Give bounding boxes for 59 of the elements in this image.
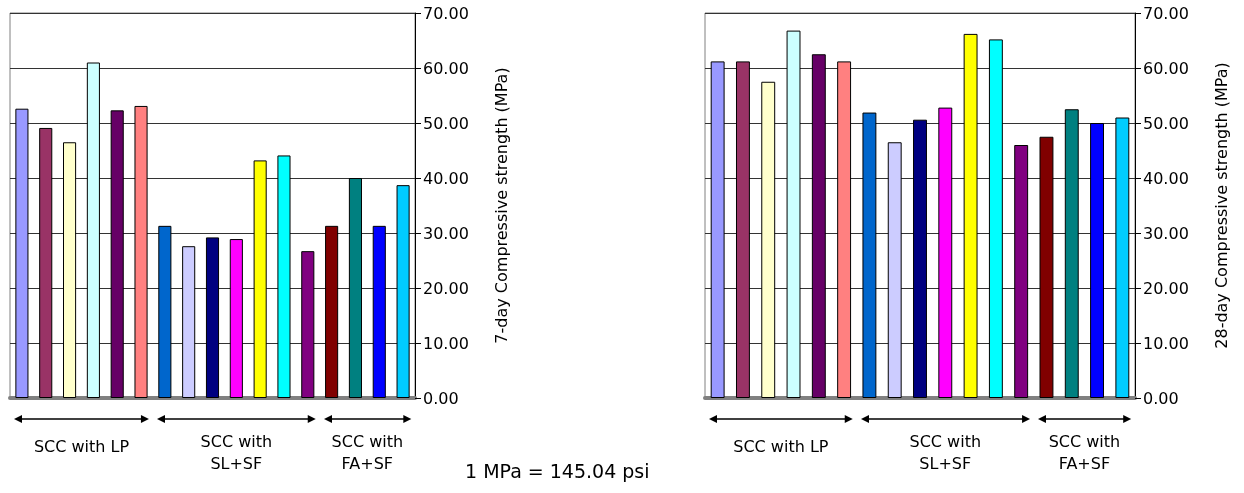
- bar: [1064, 109, 1079, 398]
- bar: [63, 142, 77, 398]
- bar: [887, 142, 902, 398]
- text: 1 MPa = 145.04 psi: [465, 460, 650, 482]
- bar: [1039, 136, 1054, 398]
- text: SCC with LP: [32, 436, 131, 458]
- bar: [1014, 145, 1029, 398]
- bar: [963, 33, 978, 398]
- text: SCC with SL+SF: [908, 431, 983, 475]
- y-axis-title: 28-day Compressive strength (MPa): [1211, 62, 1231, 349]
- bar: [710, 61, 725, 398]
- bar: [988, 39, 1003, 398]
- y-tick-label: 20.00: [423, 278, 469, 298]
- bar: [158, 225, 172, 398]
- bar: [277, 155, 291, 398]
- text: SCC with FA+SF: [330, 431, 405, 475]
- bar: [837, 61, 852, 398]
- bar: [39, 127, 53, 398]
- y-tick-label: 40.00: [1143, 168, 1189, 188]
- y-tick-label: 0.00: [423, 388, 459, 408]
- y-tick-label: 20.00: [1143, 278, 1189, 298]
- y-tick-label: 10.00: [423, 333, 469, 353]
- bar: [862, 112, 877, 398]
- y-axis-title: 7-day Compressive strength (MPa): [491, 67, 511, 344]
- y-tick-label: 70.00: [423, 3, 469, 23]
- bar: [301, 251, 315, 398]
- bar: [913, 119, 927, 398]
- y-tick-label: 30.00: [423, 223, 469, 243]
- y-tick-label: 60.00: [1143, 58, 1189, 78]
- text: SCC with FA+SF: [1047, 431, 1122, 475]
- y-tick-label: 50.00: [1143, 113, 1189, 133]
- bar: [1090, 123, 1105, 398]
- y-tick-label: 0.00: [1143, 388, 1179, 408]
- bar: [325, 225, 339, 398]
- bar: [735, 61, 750, 398]
- y-tick-label: 40.00: [423, 168, 469, 188]
- bar: [229, 239, 243, 398]
- bar: [786, 30, 801, 398]
- bar: [396, 185, 410, 398]
- bar: [1115, 117, 1130, 398]
- text: SCC with SL+SF: [199, 431, 274, 475]
- bar: [253, 160, 267, 398]
- bar: [938, 107, 953, 398]
- bar: [372, 225, 386, 398]
- y-tick-label: 50.00: [423, 113, 469, 133]
- bar: [110, 110, 124, 398]
- y-tick-label: 60.00: [423, 58, 469, 78]
- y-tick-label: 70.00: [1143, 3, 1189, 23]
- bar: [348, 178, 362, 398]
- bar: [182, 246, 196, 398]
- y-tick-label: 10.00: [1143, 333, 1189, 353]
- bar: [761, 81, 776, 398]
- y-tick-label: 30.00: [1143, 223, 1189, 243]
- bar: [15, 108, 29, 398]
- bar: [134, 105, 148, 398]
- bar: [86, 62, 100, 398]
- bar: [205, 237, 220, 398]
- bar: [811, 54, 826, 398]
- text: SCC with LP: [732, 436, 830, 458]
